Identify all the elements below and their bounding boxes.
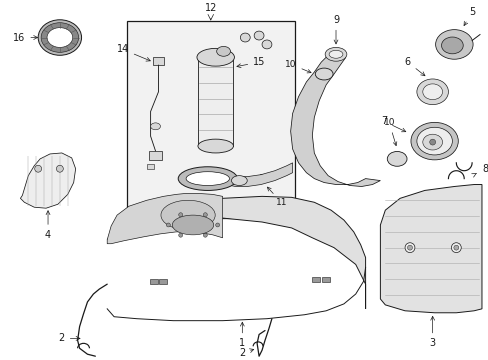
Ellipse shape	[198, 139, 233, 153]
Ellipse shape	[172, 215, 213, 235]
Text: 11: 11	[267, 187, 287, 207]
Text: 2: 2	[59, 333, 80, 343]
Ellipse shape	[47, 28, 73, 48]
Circle shape	[178, 233, 183, 237]
Text: 3: 3	[429, 316, 435, 348]
Circle shape	[35, 165, 41, 172]
Circle shape	[450, 243, 460, 253]
Circle shape	[404, 243, 414, 253]
Text: 5: 5	[463, 7, 474, 26]
Circle shape	[429, 139, 435, 145]
Ellipse shape	[441, 37, 462, 54]
Ellipse shape	[231, 176, 247, 185]
Ellipse shape	[422, 84, 442, 100]
Ellipse shape	[41, 23, 79, 52]
Ellipse shape	[150, 123, 160, 130]
Ellipse shape	[328, 50, 342, 58]
Polygon shape	[20, 153, 76, 208]
Text: 13: 13	[235, 174, 271, 184]
Polygon shape	[219, 163, 292, 186]
Ellipse shape	[410, 122, 457, 160]
Ellipse shape	[216, 46, 230, 56]
Bar	[148, 151, 162, 160]
Ellipse shape	[38, 20, 81, 55]
Text: 15: 15	[237, 57, 265, 68]
Bar	[322, 277, 329, 282]
Ellipse shape	[416, 79, 447, 105]
Circle shape	[56, 165, 63, 172]
Circle shape	[453, 245, 458, 250]
Text: 12: 12	[204, 3, 217, 13]
Ellipse shape	[240, 33, 250, 42]
Ellipse shape	[422, 134, 442, 150]
Ellipse shape	[178, 167, 237, 190]
Polygon shape	[380, 185, 481, 313]
Ellipse shape	[386, 152, 406, 166]
Bar	[152, 57, 164, 65]
Text: 8: 8	[471, 164, 487, 177]
Ellipse shape	[254, 31, 264, 40]
Text: 2: 2	[239, 348, 253, 358]
Ellipse shape	[262, 40, 271, 49]
Bar	[127, 21, 294, 218]
Text: 6: 6	[404, 57, 424, 76]
Circle shape	[166, 223, 170, 227]
Ellipse shape	[197, 48, 234, 66]
Text: 7: 7	[380, 116, 405, 132]
Text: 10: 10	[383, 118, 396, 145]
Ellipse shape	[186, 172, 229, 185]
Text: 4: 4	[45, 211, 51, 240]
Bar	[159, 279, 167, 284]
Polygon shape	[290, 57, 380, 186]
Polygon shape	[107, 196, 365, 309]
Bar	[149, 279, 157, 284]
Bar	[146, 164, 153, 169]
Text: 10: 10	[285, 60, 310, 73]
Circle shape	[203, 213, 207, 217]
Text: 1: 1	[239, 322, 245, 348]
Ellipse shape	[315, 68, 332, 80]
Text: 14: 14	[117, 44, 150, 61]
Ellipse shape	[161, 200, 215, 230]
Bar	[198, 57, 233, 146]
Ellipse shape	[325, 48, 346, 61]
Bar	[312, 277, 320, 282]
Text: 9: 9	[332, 15, 338, 44]
Circle shape	[407, 245, 411, 250]
Text: 16: 16	[13, 32, 38, 42]
Polygon shape	[107, 193, 222, 244]
Ellipse shape	[416, 127, 451, 155]
Circle shape	[203, 233, 207, 237]
Circle shape	[215, 223, 219, 227]
Ellipse shape	[435, 30, 472, 59]
Circle shape	[178, 213, 183, 217]
